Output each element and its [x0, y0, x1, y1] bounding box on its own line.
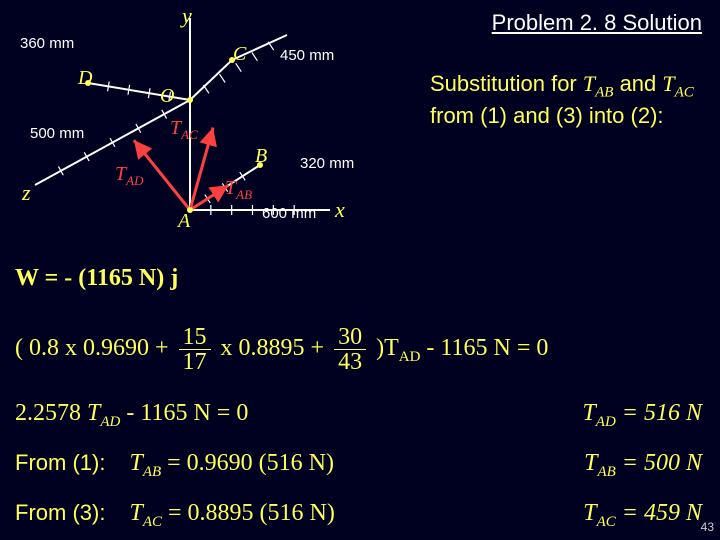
sub-text-1: Substitution for: [430, 71, 583, 96]
substitution-note: Substitution for TAB and TAC from (1) an…: [430, 70, 710, 130]
dim-360: 360 mm: [20, 35, 74, 52]
point-D: D: [78, 67, 92, 90]
from3-sub: AC: [143, 514, 162, 530]
answer-TAB: TAB = 500 N: [584, 450, 702, 481]
sub-var-1: T: [583, 71, 595, 96]
eq-from3: From (3): TAC = 0.8895 (516 N): [15, 500, 335, 531]
axis-y: y: [182, 3, 192, 29]
frac-30-43: 3043: [334, 325, 366, 374]
eq-ktad: 2.2578 TAD - 1165 N = 0: [15, 400, 248, 431]
eq-sub-b: x 0.8895 +: [215, 335, 331, 361]
vec-TAD: TAD: [115, 163, 143, 189]
sub-var-1-sub: AB: [595, 84, 613, 100]
eq-sub-a: ( 0.8 x 0.9690 +: [15, 335, 175, 361]
dim-600: 600 mm: [262, 205, 316, 222]
eq-ktad-tail: - 1165 N = 0: [120, 400, 248, 426]
eq-substituted: ( 0.8 x 0.9690 + 1517 x 0.8895 + 3043 )T…: [15, 325, 548, 374]
eq-sub-c-sub: AD: [399, 349, 421, 365]
dim-450: 450 mm: [280, 47, 334, 64]
point-O: O: [160, 85, 174, 108]
from1-sub: AB: [143, 464, 161, 480]
eq-sub-d: - 1165 N = 0: [420, 335, 548, 361]
eq-ktad-coef: 2.2578: [15, 400, 87, 426]
frac-15-17: 1517: [179, 325, 211, 374]
sub-var-2: T: [662, 71, 674, 96]
problem-title: Problem 2. 8 Solution: [492, 10, 702, 36]
answer-TAD: TAD = 516 N: [582, 400, 702, 431]
point-B: B: [255, 145, 267, 168]
eq-from1: From (1): TAB = 0.9690 (516 N): [15, 450, 334, 481]
from3-tail: = 0.8895 (516 N): [162, 500, 335, 526]
point-C: C: [233, 43, 246, 66]
dim-320: 320 mm: [300, 155, 354, 172]
eq-sub-c: )T: [370, 335, 399, 361]
sub-text-2: and: [613, 71, 662, 96]
answer-TAC: TAC = 459 N: [583, 500, 702, 531]
dim-500: 500 mm: [30, 125, 84, 142]
sub-var-2-sub: AC: [675, 84, 694, 100]
eq-ktad-T: T: [87, 400, 100, 426]
sub-text-3: from (1) and (3) into (2):: [430, 103, 664, 128]
slide-number: 43: [701, 520, 714, 534]
axis-z: z: [22, 180, 31, 206]
vec-TAB: TAB: [225, 177, 252, 203]
axis-x: x: [335, 197, 345, 223]
eq-weight-text: W = - (1165 N) j: [15, 265, 178, 291]
from1-label: From (1):: [15, 450, 105, 475]
eq-ktad-sub: AD: [100, 414, 120, 430]
from3-label: From (3):: [15, 500, 105, 525]
free-body-diagram: y z x D C O B A 360 mm 450 mm 500 mm 320…: [0, 5, 420, 265]
from1-tail: = 0.9690 (516 N): [161, 450, 334, 476]
point-A: A: [178, 210, 190, 233]
from1-T: T: [129, 450, 142, 476]
from3-T: T: [129, 500, 142, 526]
vec-TAC: TAC: [170, 117, 198, 143]
eq-weight: W = - (1165 N) j: [15, 265, 178, 292]
